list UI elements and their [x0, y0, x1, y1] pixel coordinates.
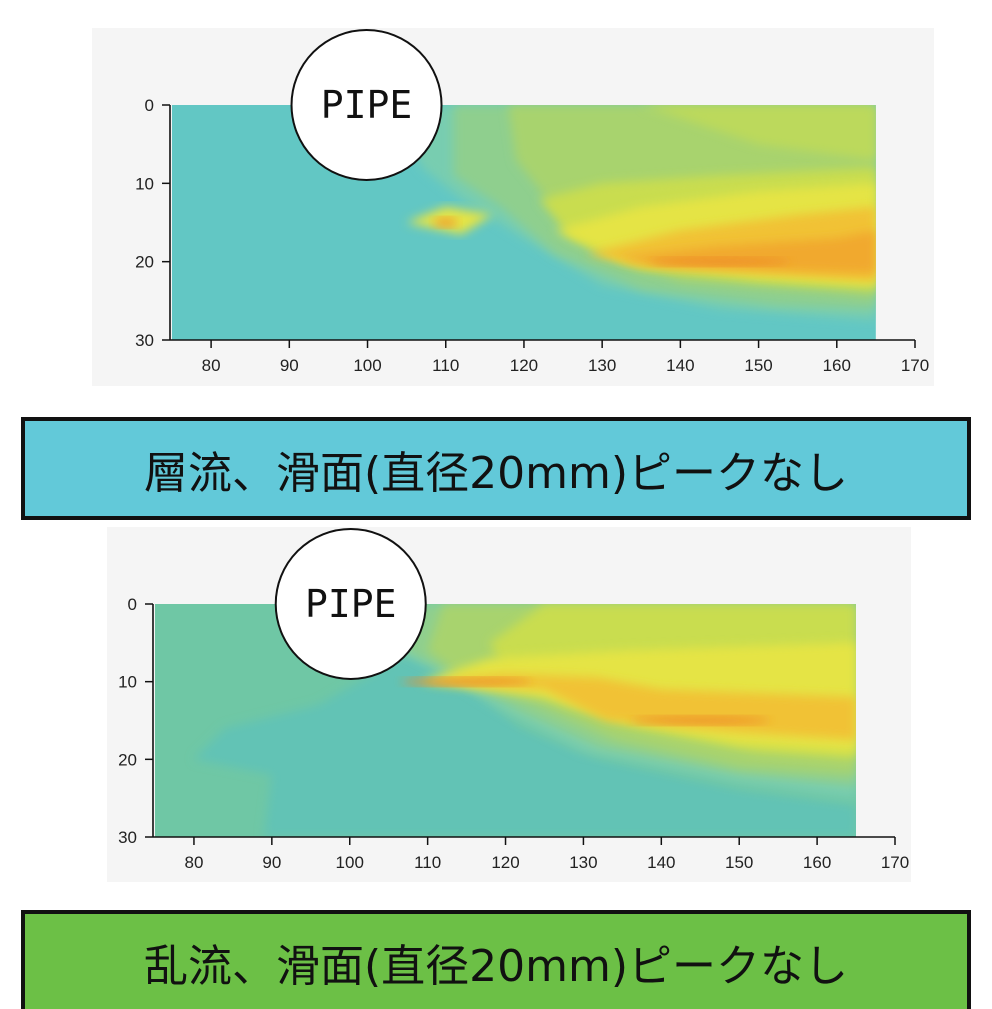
laminar-contour-chart: 0 10 20 30 80 90 100 110 120 130 140 150 160 170 PIPE	[135, 29, 929, 375]
contour-band	[427, 673, 857, 740]
x-tick-label: 170	[901, 356, 929, 375]
x-tick-label: 80	[202, 356, 221, 375]
x-tick-label: 160	[823, 356, 851, 375]
x-tick-label: 160	[803, 853, 831, 872]
x-tick-label: 170	[881, 853, 909, 872]
laminar-caption-text: 層流、滑面(直径20mm)ピークなし	[143, 447, 849, 499]
hotspot	[630, 716, 771, 725]
x-tick-label: 140	[666, 356, 694, 375]
x-tick-label: 130	[588, 356, 616, 375]
y-tick-label: 10	[135, 174, 154, 193]
turbulent-chart-panel: 0 10 20 30 80 90 100 110 120 130 140 150 160 170 PIPE	[107, 527, 911, 882]
y-tick-label: 0	[145, 96, 154, 115]
x-tick-label: 110	[432, 356, 459, 375]
x-tick-label: 150	[744, 356, 772, 375]
x-tick-label: 110	[414, 853, 441, 872]
x-tick-label: 140	[647, 853, 675, 872]
x-tick-label: 90	[280, 356, 299, 375]
y-tick-label: 20	[135, 253, 154, 272]
contour-band	[193, 650, 857, 837]
x-tick-label: 100	[353, 356, 381, 375]
x-tick-label: 90	[262, 853, 281, 872]
x-tick-label: 130	[569, 853, 597, 872]
pipe-label: PIPE	[305, 582, 397, 626]
contour-band	[641, 105, 876, 160]
laminar-chart-panel: 0 10 20 30 80 90 100 110 120 130 140 150 160 170 PIPE	[92, 28, 934, 386]
turbulent-caption-banner: 乱流、滑面(直径20mm)ピークなし	[21, 910, 971, 1009]
contour-field	[172, 105, 876, 340]
laminar-caption-banner: 層流、滑面(直径20mm)ピークなし	[21, 417, 971, 520]
pipe-circle	[290, 29, 443, 181]
contour-field	[155, 604, 857, 837]
pipe-label: PIPE	[321, 83, 413, 127]
x-tick-label: 150	[725, 853, 753, 872]
pipe-circle	[274, 528, 427, 680]
x-tick-label: 80	[184, 853, 203, 872]
hotspot	[401, 677, 532, 686]
y-tick-label: 30	[118, 828, 137, 847]
x-tick-label: 100	[336, 853, 364, 872]
x-tick-label: 120	[510, 356, 538, 375]
hotspot	[433, 217, 458, 228]
y-tick-label: 30	[135, 331, 154, 350]
turbulent-caption-text: 乱流、滑面(直径20mm)ピークなし	[143, 940, 849, 992]
x-tick-label: 120	[491, 853, 519, 872]
hotspot	[649, 257, 790, 266]
y-tick-label: 20	[118, 750, 137, 769]
y-tick-label: 10	[118, 673, 137, 692]
turbulent-contour-chart: 0 10 20 30 80 90 100 110 120 130 140 150 160 170 PIPE	[118, 528, 909, 872]
y-tick-label: 0	[128, 595, 137, 614]
